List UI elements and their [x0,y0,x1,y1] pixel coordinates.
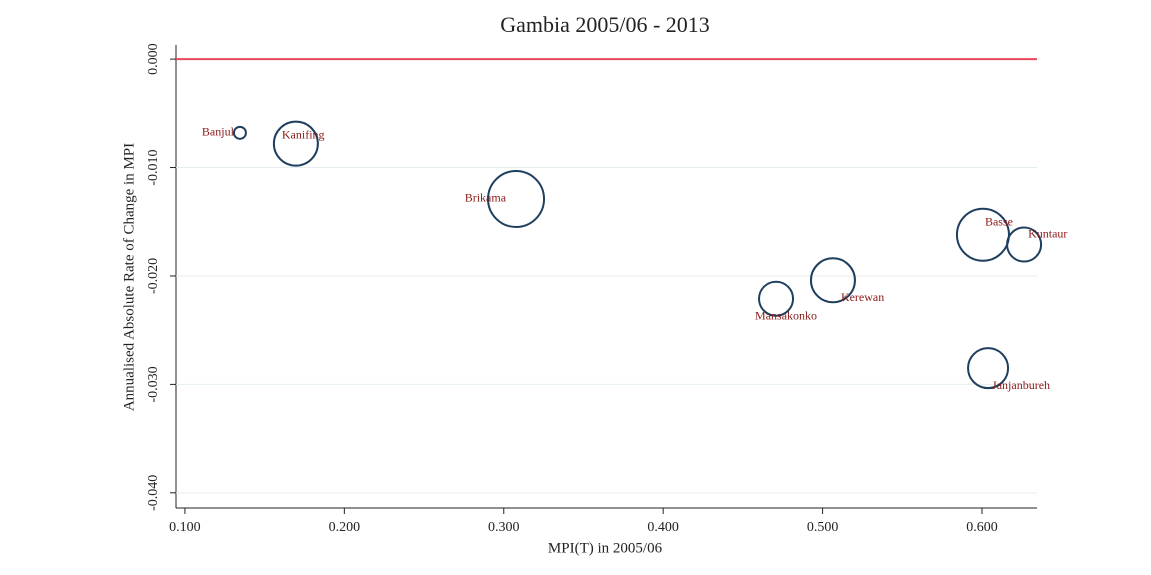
x-tick-label: 0.400 [647,520,679,535]
x-tick-label: 0.600 [966,520,998,535]
chart-title: Gambia 2005/06 - 2013 [500,12,710,37]
y-tick-label: -0.030 [146,366,161,402]
point-label: Janjanbureh [992,378,1050,392]
bubble [967,347,1010,390]
y-axis-title: Annualised Absolute Rate of Change in MP… [121,143,137,411]
point-label: Banjul [202,125,235,139]
bubble [809,257,856,304]
point-label: Basse [985,215,1013,229]
x-tick-label: 0.300 [488,520,520,535]
point-label: Brikama [465,191,507,205]
y-tick-label: -0.010 [146,149,161,185]
bubble [487,169,546,228]
point-label: Kanifing [282,127,325,141]
x-axis-title: MPI(T) in 2005/06 [548,540,663,556]
bubble [758,280,795,317]
x-tick-label: 0.100 [169,520,201,535]
bubble [955,207,1010,262]
point-label: Kerewan [841,290,884,304]
y-tick-label: -0.020 [146,258,161,294]
bubble [232,125,247,140]
point-label: Kuntaur [1028,226,1067,240]
point-label: Mansakonko [755,308,817,322]
x-tick-label: 0.500 [807,520,839,535]
y-tick-label: 0.000 [146,43,161,75]
bubble [272,120,319,167]
bubble [1006,226,1043,263]
y-tick-label: -0.040 [146,475,161,511]
x-tick-label: 0.200 [329,520,361,535]
